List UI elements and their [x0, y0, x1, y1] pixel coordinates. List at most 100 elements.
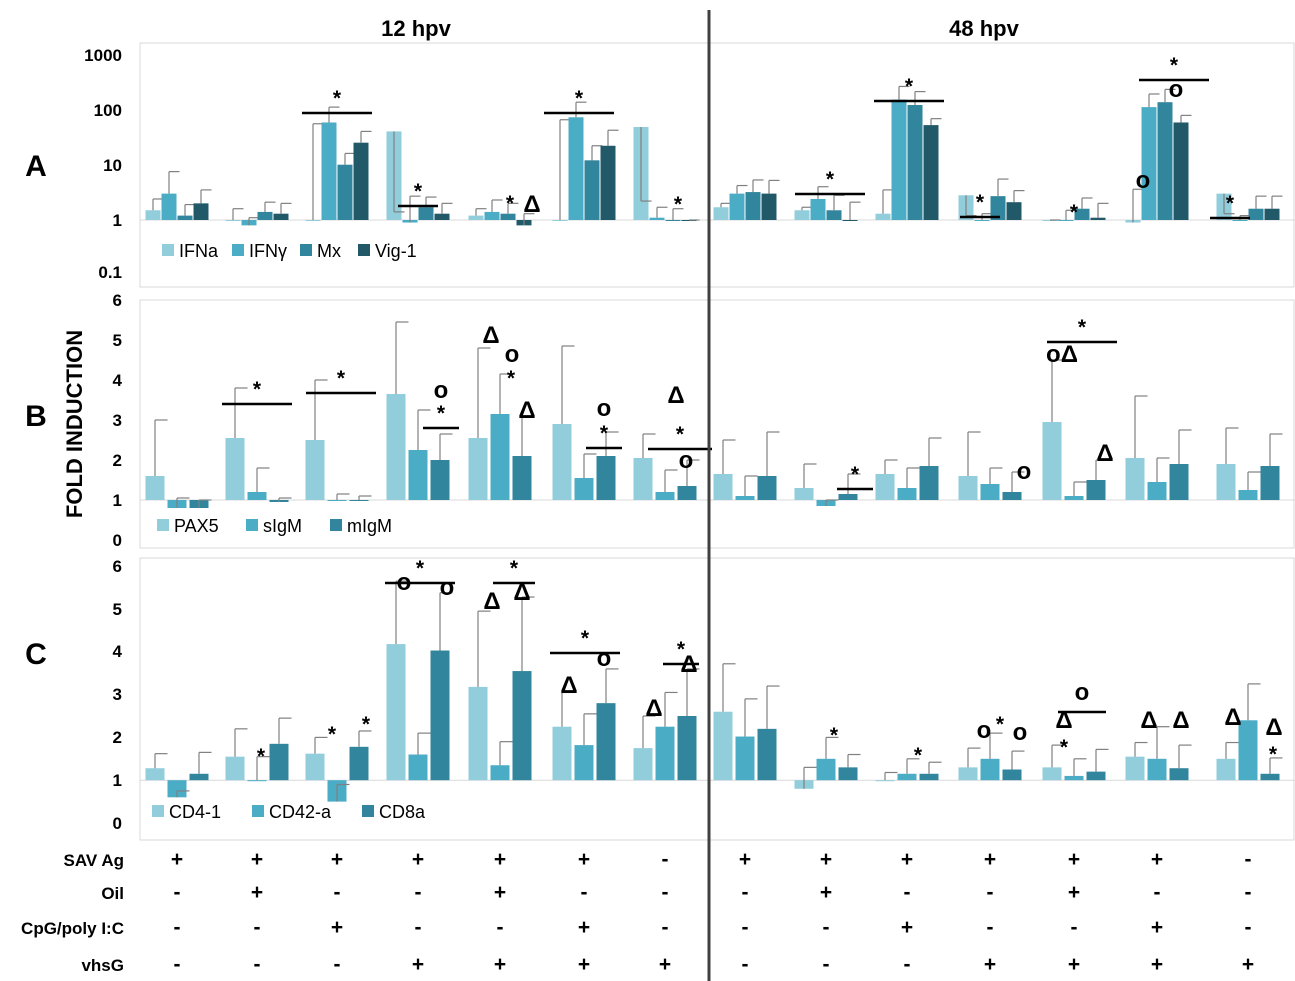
- bar: [923, 125, 939, 220]
- bar: [655, 492, 675, 500]
- significance-delta: Δ: [513, 579, 530, 606]
- panel-label-c: C: [25, 638, 47, 671]
- bar: [408, 450, 428, 500]
- bar: [907, 105, 923, 220]
- bar: [655, 726, 675, 781]
- significance-delta: Δ: [523, 191, 540, 218]
- significance-star: *: [826, 168, 835, 191]
- y-tick-label: 0: [113, 531, 122, 550]
- bar: [1086, 480, 1106, 500]
- y-tick-label: 2: [113, 451, 122, 470]
- significance-delta: Δ: [483, 588, 500, 615]
- legend-a: IFNa IFNγ Mx Vig-1: [162, 241, 417, 261]
- treatment-minus: -: [742, 916, 749, 939]
- legend-label: Mx: [317, 241, 341, 261]
- treatment-minus: -: [334, 881, 341, 904]
- treatment-minus: -: [1245, 881, 1252, 904]
- bar: [584, 160, 600, 220]
- significance-circle: o: [597, 645, 612, 672]
- significance-circle: o: [440, 574, 455, 601]
- significance-star: *: [1078, 316, 1087, 339]
- treatment-minus: -: [334, 953, 341, 976]
- treatment-minus: -: [415, 881, 422, 904]
- significance-circle: o: [1075, 679, 1090, 706]
- treatment-plus: +: [659, 953, 671, 976]
- bar: [1125, 458, 1145, 500]
- bar: [1248, 208, 1264, 220]
- bar: [1157, 102, 1173, 220]
- bar: [225, 438, 245, 500]
- y-tick-label: 3: [113, 685, 122, 704]
- treatment-minus: -: [1071, 916, 1078, 939]
- y-tick-label: 6: [113, 291, 122, 310]
- bar: [167, 780, 187, 798]
- bar: [500, 213, 516, 220]
- bar: [512, 456, 532, 500]
- significance-star: *: [575, 87, 584, 110]
- significance-circle: o: [434, 377, 449, 404]
- bar: [552, 220, 568, 221]
- y-tick-label: 3: [113, 411, 122, 430]
- bar: [897, 488, 917, 500]
- bar: [838, 494, 858, 500]
- bar: [177, 215, 193, 220]
- significance-circle: o: [977, 717, 992, 744]
- bar: [468, 215, 484, 220]
- bar: [1260, 466, 1280, 500]
- bar: [1260, 773, 1280, 781]
- bar: [761, 193, 777, 220]
- significance-star: *: [328, 723, 337, 746]
- bar: [757, 728, 777, 781]
- bar: [1173, 122, 1189, 220]
- bar: [745, 192, 761, 220]
- bar: [552, 424, 572, 500]
- bar: [145, 768, 165, 781]
- bar: [875, 780, 895, 782]
- treatment-plus: +: [251, 848, 263, 871]
- significance-star: *: [1226, 192, 1235, 215]
- significance-star: *: [1060, 736, 1069, 759]
- plot-frame: [139, 42, 1295, 288]
- bar: [974, 220, 990, 221]
- significance-circle: o: [679, 447, 694, 474]
- bar: [1042, 422, 1062, 500]
- significance-star: *: [253, 378, 262, 401]
- significance-delta: Δ: [645, 695, 662, 722]
- bar: [490, 765, 510, 781]
- y-tick-label: 4: [113, 371, 123, 390]
- significance-star: *: [1170, 54, 1179, 77]
- y-tick-label: 5: [113, 331, 122, 350]
- legend-label: IFNa: [179, 241, 219, 261]
- treatment-plus: +: [901, 916, 913, 939]
- bar: [1125, 756, 1145, 781]
- significance-star: *: [362, 713, 371, 736]
- bar: [1238, 720, 1258, 781]
- bar: [677, 486, 697, 500]
- y-tick-label: 6: [113, 557, 122, 576]
- bar: [919, 773, 939, 781]
- bar: [145, 476, 165, 500]
- bar: [838, 767, 858, 781]
- legend-label: mIgM: [347, 516, 392, 536]
- significance-star: *: [257, 745, 266, 768]
- significance-star: *: [416, 557, 425, 580]
- significance-delta: Δ: [1224, 704, 1241, 731]
- significance-star: *: [337, 367, 346, 390]
- treatment-minus: -: [581, 881, 588, 904]
- significance-star: *: [996, 713, 1005, 736]
- significance-star: *: [506, 192, 515, 215]
- bar: [980, 758, 1000, 781]
- bar: [257, 211, 273, 220]
- bar: [596, 703, 616, 781]
- bar: [430, 650, 450, 781]
- significance-circle: o: [397, 569, 412, 596]
- significance-star: *: [976, 191, 985, 214]
- bar: [1006, 202, 1022, 220]
- treatment-plus: +: [494, 848, 506, 871]
- treatment-minus: -: [823, 953, 830, 976]
- y-axis-label: FOLD INDUCTION: [62, 330, 87, 518]
- y-tick-label: 0: [113, 814, 122, 833]
- treatment-plus: +: [984, 953, 996, 976]
- significance-star: *: [507, 367, 516, 390]
